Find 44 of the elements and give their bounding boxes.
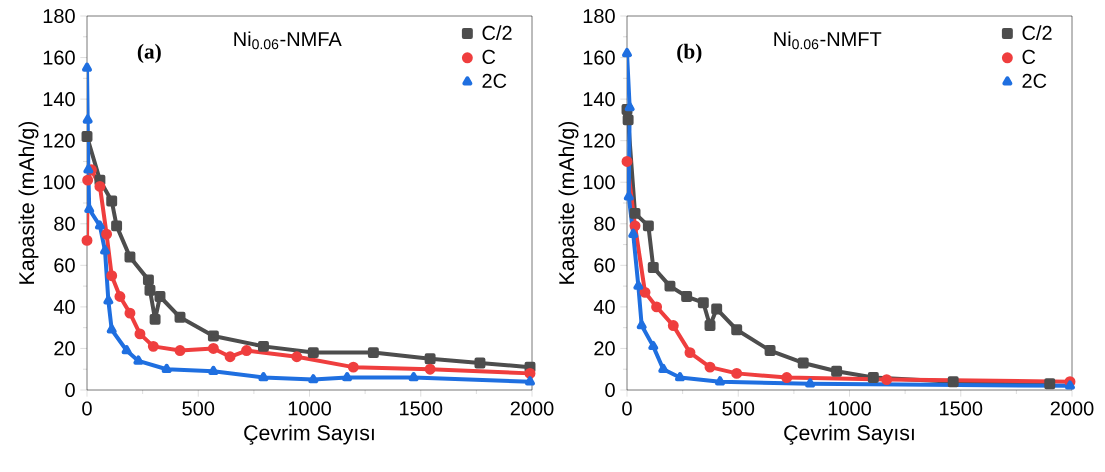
x-axis-title: Çevrim Sayısı [784, 424, 914, 445]
x-axis-title: Çevrim Sayısı [244, 424, 374, 445]
legend-label: C [1022, 49, 1036, 64]
x-tick-label: 1500 [940, 401, 983, 416]
y-tick-label: 0 [605, 382, 615, 398]
y-tick-label: 80 [594, 216, 615, 231]
x-tick-label: 500 [182, 401, 215, 416]
x-tick-label: 2000 [510, 401, 554, 416]
x-tick-label: 2000 [1050, 401, 1094, 416]
y-tick-label: 0 [65, 382, 75, 398]
y-axis-title: Kapasite (mAh/g) [558, 121, 579, 284]
x-tick-label: 0 [82, 401, 92, 416]
y-tick-label: 40 [53, 299, 75, 314]
y-tick-label: 180 [583, 8, 615, 24]
y-tick-label: 140 [583, 92, 615, 107]
x-tick-label: 1000 [288, 401, 331, 416]
y-tick-label: 100 [583, 175, 615, 190]
text: Ni$_{0.06}$-NMFT [774, 31, 882, 50]
y-tick-label: 140 [43, 92, 75, 107]
y-tick-label: 20 [54, 341, 75, 356]
legend-label: C/2 [1022, 25, 1052, 41]
legend-label: 2C [1022, 73, 1047, 88]
y-tick-label: 40 [593, 299, 615, 314]
y-tick-label: 60 [594, 258, 615, 273]
legend-label: C [482, 49, 496, 64]
text: Ni$_{0.06}$-NMFA [234, 31, 342, 50]
y-tick-label: 60 [54, 258, 75, 273]
annotation: (b) [677, 43, 702, 64]
x-tick-label: 1500 [400, 401, 443, 416]
legend-label: C/2 [482, 25, 512, 41]
annotation: (a) [137, 43, 161, 64]
x-tick-label: 500 [722, 401, 755, 416]
y-tick-label: 160 [583, 50, 615, 65]
x-tick-label: 1000 [828, 401, 871, 416]
y-tick-label: 120 [43, 133, 75, 148]
x-tick-label: 0 [622, 401, 632, 416]
y-tick-label: 100 [43, 175, 75, 190]
y-tick-label: 160 [43, 50, 75, 65]
y-axis-title: Kapasite (mAh/g) [18, 121, 39, 284]
y-tick-label: 180 [43, 8, 75, 24]
legend-label: 2C [482, 73, 507, 88]
y-tick-label: 20 [594, 341, 615, 356]
y-tick-label: 80 [54, 216, 75, 231]
y-tick-label: 120 [583, 133, 615, 148]
